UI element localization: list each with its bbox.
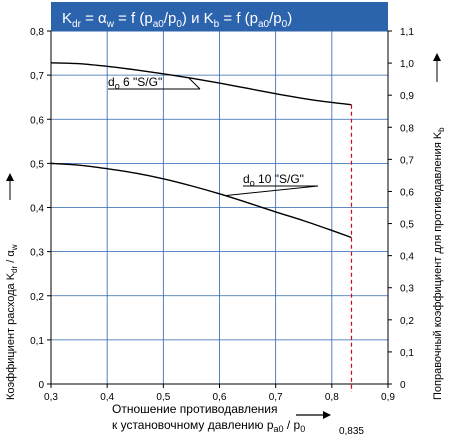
y-right-tick-label: 0,8 xyxy=(400,123,414,134)
y-left-tick-label: 0,6 xyxy=(30,115,44,126)
y-left-tick-label: 0,5 xyxy=(30,159,44,170)
y-axis-right-label: Поправочный коэффициент для противодавле… xyxy=(432,127,446,400)
title-bar xyxy=(51,2,388,31)
x-tick-label: 0,7 xyxy=(269,392,283,403)
series-label-do6-leader xyxy=(188,77,201,90)
x-axis-label-line2: к установочному давлению pa0 / p0 xyxy=(112,418,305,434)
y-right-tick-label: 0,9 xyxy=(400,91,414,102)
chart-title: Kdr = αw = f (pa0/p0) и Kb = f (pa0/p0) xyxy=(62,10,292,30)
x-tick-label: 0,3 xyxy=(44,392,58,403)
x-tick-label: 0,5 xyxy=(156,392,170,403)
y-right-tick-label: 0,5 xyxy=(400,220,414,231)
x-tick-label: 0,9 xyxy=(381,392,395,403)
x-tick-label: 0,8 xyxy=(325,392,339,403)
grid xyxy=(50,30,389,385)
x-tick-label: 0,4 xyxy=(100,392,114,403)
y-left-tick-label: 0 xyxy=(38,380,44,391)
y-left-tick-label: 0,1 xyxy=(30,336,44,347)
y-left-tick-label: 0,3 xyxy=(30,248,44,259)
y-axis-left-label-group: Коэффициент расхода Kdr / αw xyxy=(5,173,19,400)
marker-layer: 0,835 xyxy=(339,104,364,437)
marker-label: 0,835 xyxy=(339,426,364,437)
y-axis-right-label-group: Поправочный коэффициент для противодавле… xyxy=(432,53,446,400)
y-right-tick-label: 1,1 xyxy=(400,27,414,38)
y-left-tick-label: 0,2 xyxy=(30,292,44,303)
y-right-tick-label: 0,2 xyxy=(400,316,414,327)
series-label-do10: do 10 "S/G" xyxy=(243,172,304,188)
x-axis-label-line1: Отношение противодавления xyxy=(112,402,277,416)
y-right-tick-label: 1,0 xyxy=(400,59,414,70)
series-line-do6 xyxy=(50,62,352,106)
y-right-tick-label: 0,6 xyxy=(400,187,414,198)
y-left-tick-label: 0,7 xyxy=(30,71,44,82)
y-right-tick-label: 0,3 xyxy=(400,284,414,295)
y-left-tick-label: 0,8 xyxy=(30,27,44,38)
x-tick-label: 0,6 xyxy=(213,392,227,403)
y-right-tick-label: 0,4 xyxy=(400,252,414,263)
y-right-tick-label: 0,1 xyxy=(400,348,414,359)
curves: do 6 "S/G" do 10 "S/G" xyxy=(50,62,352,239)
ticks: 0,3 0,4 0,5 0,6 0,7 0,8 0,9 0 0,1 0,2 0,3 0,4 0,5 0,6… xyxy=(30,27,414,403)
y-right-tick-label: 0,7 xyxy=(400,155,414,166)
series-line-do10 xyxy=(50,162,352,239)
series-label-do6: do 6 "S/G" xyxy=(108,75,162,91)
y-left-tick-label: 0,4 xyxy=(30,204,44,215)
y-right-tick-label: 0 xyxy=(400,380,406,391)
series-label-do10-leader xyxy=(225,185,319,197)
y-axis-left-label: Коэффициент расхода Kdr / αw xyxy=(5,244,19,400)
